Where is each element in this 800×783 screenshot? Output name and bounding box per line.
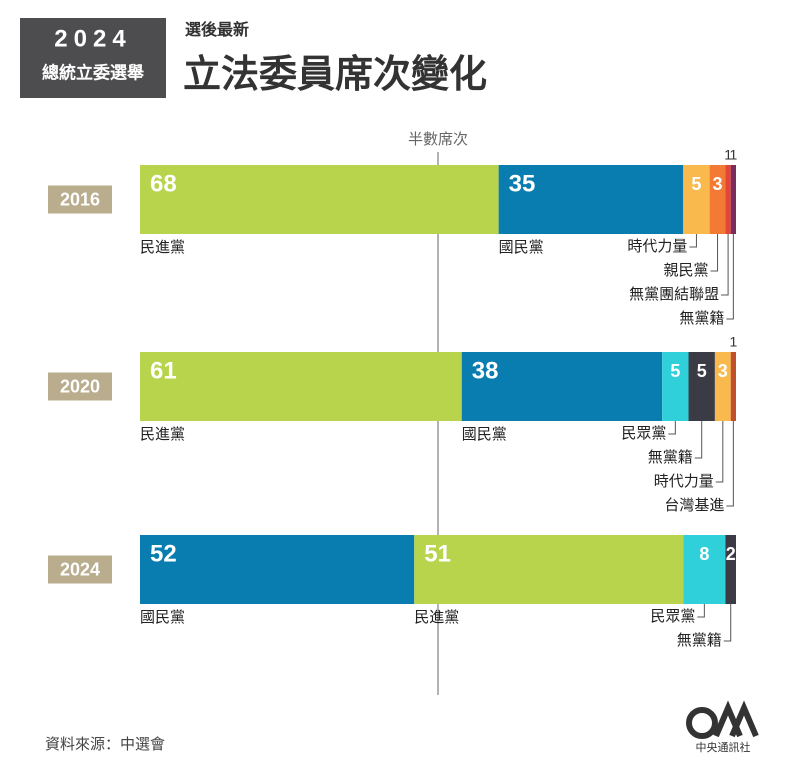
callout-line: [723, 604, 732, 642]
value-label: 1: [724, 147, 732, 163]
segment-name: 時代力量: [654, 473, 714, 490]
year-box: [48, 372, 112, 401]
bar-segment: [730, 165, 736, 234]
bar-segment: [498, 165, 684, 234]
value-label: 5: [691, 174, 701, 194]
callout-line: [694, 421, 703, 459]
segment-name: 無黨籍: [679, 310, 724, 327]
value-label: 5: [670, 361, 680, 381]
bar-segment: [714, 352, 731, 421]
bar-segment: [414, 535, 684, 604]
segment-name: 國民黨: [140, 609, 185, 626]
title: 立法委員席次變化: [183, 54, 487, 96]
bar-segment: [662, 352, 689, 421]
segment-name: 親民黨: [664, 262, 709, 279]
badge: [20, 18, 166, 98]
callout-line: [668, 421, 676, 435]
segment-name: 國民黨: [499, 239, 544, 256]
value-label: 38: [472, 357, 499, 384]
bar-segment: [725, 165, 731, 234]
segment-name: 無黨籍: [648, 449, 693, 466]
callout-line: [721, 234, 729, 296]
value-label: 51: [424, 540, 451, 567]
value-label: 2: [726, 544, 736, 564]
year-label: 2024: [60, 559, 100, 579]
bar-segment: [725, 535, 736, 604]
badge-text: 總統立委選舉: [42, 62, 145, 82]
value-label: 52: [150, 540, 177, 567]
bar-segment: [730, 352, 736, 421]
bar-segment: [140, 535, 415, 604]
publisher: 中央通訊社: [696, 740, 751, 754]
callout-line: [697, 604, 705, 618]
value-label: 5: [697, 361, 707, 381]
callout-line: [726, 421, 734, 507]
segment-name: 民進黨: [414, 609, 459, 626]
segment-name: 時代力量: [627, 238, 687, 255]
bar-segment: [140, 165, 499, 234]
bar-segment: [709, 165, 726, 234]
callout-line: [710, 234, 719, 272]
year-label: 2016: [60, 189, 100, 209]
bar-segment: [683, 165, 710, 234]
value-label: 35: [509, 170, 536, 197]
bar-segment: [461, 352, 663, 421]
value-label: 61: [150, 357, 177, 384]
bar-segment: [683, 535, 726, 604]
callout-line: [715, 421, 724, 483]
segment-name: 無黨籍: [677, 632, 722, 649]
value-label: 1: [729, 147, 737, 163]
value-label: 3: [718, 361, 728, 381]
segment-name: 民眾黨: [621, 425, 666, 442]
year-box: [48, 555, 112, 584]
value-label: 1: [729, 334, 737, 350]
bar-segment: [688, 352, 715, 421]
year-label: 2020: [60, 376, 100, 396]
year-box: [48, 185, 112, 214]
badge-year: 2024: [54, 25, 131, 52]
segment-name: 無黨團結聯盟: [629, 286, 719, 303]
source: 資料來源：中選會: [45, 736, 165, 753]
segment-name: 民進黨: [140, 426, 185, 443]
segment-name: 台灣基進: [664, 497, 724, 514]
value-label: 68: [150, 170, 177, 197]
callout-line: [689, 234, 697, 248]
segment-name: 國民黨: [462, 426, 507, 443]
segment-name: 民進黨: [140, 239, 185, 256]
value-label: 3: [713, 174, 723, 194]
half-line-label: 半數席次: [408, 131, 468, 148]
segment-name: 民眾黨: [650, 608, 695, 625]
publisher-logo: [686, 700, 759, 739]
bar-segment: [140, 352, 462, 421]
value-label: 8: [699, 544, 709, 564]
subtitle: 選後最新: [185, 20, 249, 39]
callout-line: [726, 234, 734, 320]
